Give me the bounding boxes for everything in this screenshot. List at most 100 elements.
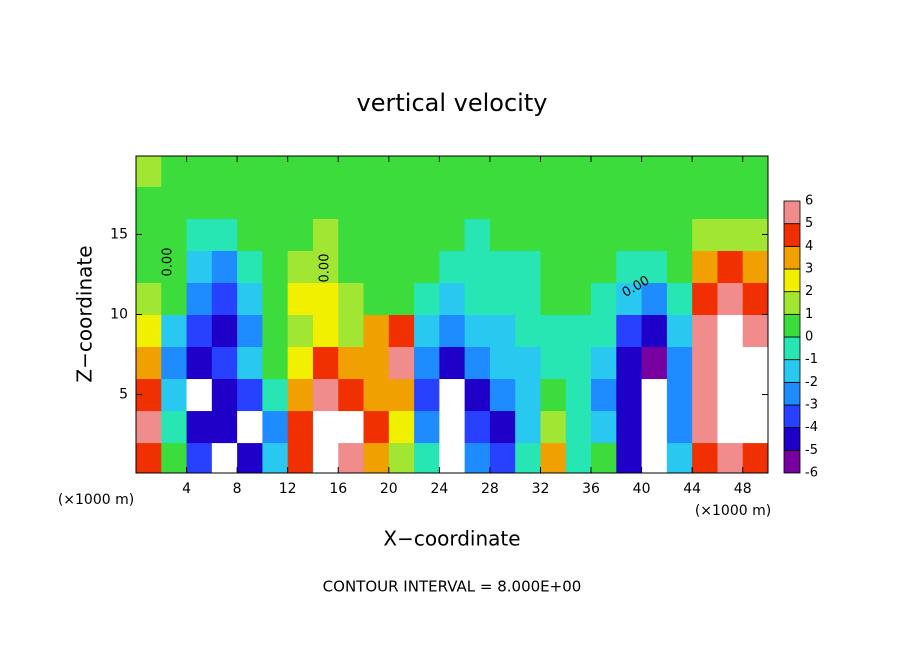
cell bbox=[388, 156, 415, 187]
cell bbox=[692, 186, 718, 219]
cell bbox=[464, 282, 491, 315]
cell bbox=[161, 442, 188, 473]
x-tick-label: 4 bbox=[182, 481, 191, 497]
cell bbox=[641, 410, 668, 444]
cell bbox=[338, 346, 365, 380]
cell bbox=[338, 218, 365, 251]
y-tick-label: 5 bbox=[119, 387, 128, 403]
cell bbox=[237, 346, 263, 380]
cell bbox=[136, 410, 162, 444]
cell bbox=[666, 314, 693, 348]
cell bbox=[312, 156, 339, 187]
cell bbox=[439, 378, 466, 412]
cell bbox=[388, 410, 415, 444]
cell bbox=[540, 186, 567, 219]
cell bbox=[312, 250, 339, 283]
y-tick-label: 10 bbox=[110, 307, 128, 323]
cell bbox=[312, 186, 339, 219]
cell bbox=[262, 250, 289, 283]
cell bbox=[262, 410, 289, 444]
cell bbox=[666, 218, 693, 251]
cell bbox=[591, 250, 617, 283]
cell bbox=[287, 186, 314, 219]
cell bbox=[363, 314, 390, 348]
cell bbox=[262, 156, 289, 187]
cell bbox=[742, 346, 768, 380]
cell bbox=[211, 282, 238, 315]
cell bbox=[565, 156, 592, 187]
cell bbox=[565, 314, 592, 348]
colorbar-label: 2 bbox=[805, 284, 813, 299]
cell bbox=[414, 378, 440, 412]
cell bbox=[414, 442, 440, 473]
colorbar-box bbox=[783, 427, 801, 451]
cell bbox=[136, 442, 162, 473]
cell bbox=[312, 442, 339, 473]
cell bbox=[211, 442, 238, 473]
cell bbox=[489, 442, 516, 473]
cell bbox=[237, 186, 263, 219]
colorbar-box bbox=[783, 404, 801, 429]
cell bbox=[388, 314, 415, 348]
cell bbox=[186, 378, 213, 412]
cell bbox=[262, 282, 289, 315]
x-tick-label: 16 bbox=[329, 481, 347, 497]
cell bbox=[287, 250, 314, 283]
cell bbox=[161, 250, 188, 283]
cell bbox=[489, 282, 516, 315]
colorbar-box bbox=[783, 336, 801, 361]
colorbar-label: -6 bbox=[805, 466, 818, 481]
x-tick-label: 12 bbox=[279, 481, 297, 497]
cell bbox=[363, 346, 390, 380]
cell bbox=[616, 378, 643, 412]
cell bbox=[237, 156, 263, 187]
cell bbox=[464, 218, 491, 251]
cell bbox=[136, 186, 162, 219]
cell bbox=[414, 250, 440, 283]
cell bbox=[414, 218, 440, 251]
cell bbox=[363, 156, 390, 187]
cell bbox=[338, 250, 365, 283]
cell bbox=[439, 314, 466, 348]
colorbar-label: 6 bbox=[805, 194, 813, 209]
cell bbox=[515, 186, 541, 219]
cell bbox=[363, 378, 390, 412]
cell bbox=[616, 156, 643, 187]
cell bbox=[161, 314, 188, 348]
cell bbox=[414, 346, 440, 380]
cell bbox=[565, 442, 592, 473]
cell bbox=[186, 186, 213, 219]
colorbar-label: 1 bbox=[805, 307, 813, 322]
cell bbox=[515, 156, 541, 187]
cell bbox=[338, 282, 365, 315]
colorbar-box bbox=[783, 359, 801, 383]
cell bbox=[692, 314, 718, 348]
cell bbox=[692, 218, 718, 251]
cell bbox=[742, 314, 768, 348]
cell bbox=[211, 156, 238, 187]
cell bbox=[515, 442, 541, 473]
cell bbox=[692, 156, 718, 187]
cell bbox=[717, 186, 744, 219]
x-tick-label: 44 bbox=[683, 481, 701, 497]
cell bbox=[237, 282, 263, 315]
cell bbox=[489, 346, 516, 380]
cell bbox=[262, 218, 289, 251]
cell bbox=[262, 346, 289, 380]
cell bbox=[616, 346, 643, 380]
cell bbox=[742, 186, 768, 219]
cell bbox=[312, 314, 339, 348]
cell bbox=[338, 314, 365, 348]
cell bbox=[540, 410, 567, 444]
cell bbox=[338, 442, 365, 473]
cell bbox=[565, 218, 592, 251]
cell bbox=[136, 250, 162, 283]
cell bbox=[591, 378, 617, 412]
cell bbox=[287, 346, 314, 380]
cell bbox=[312, 282, 339, 315]
cell bbox=[717, 314, 744, 348]
cell bbox=[641, 314, 668, 348]
cell bbox=[161, 218, 188, 251]
cell bbox=[388, 250, 415, 283]
